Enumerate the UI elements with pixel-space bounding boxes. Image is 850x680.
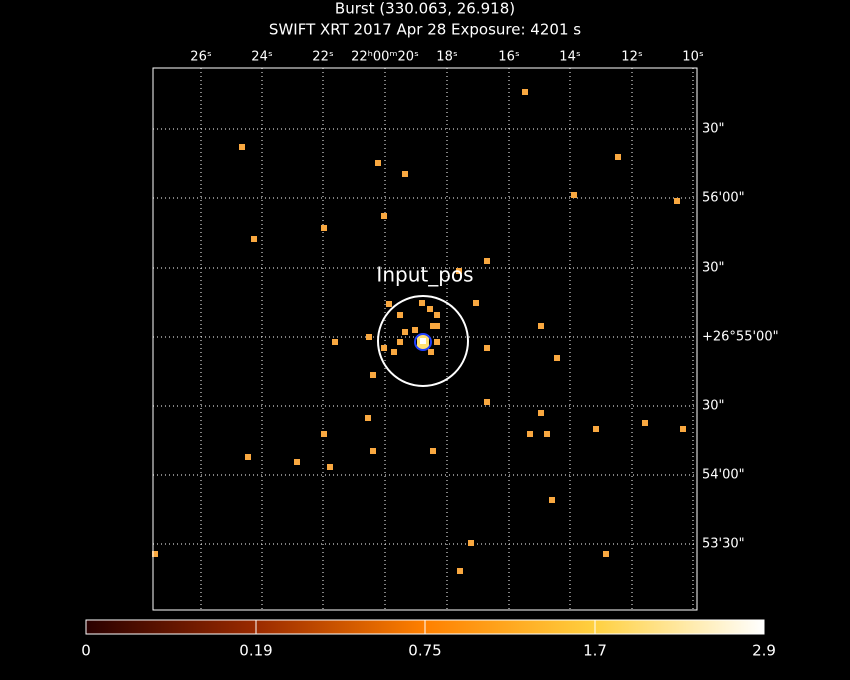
right-tick-label: +26°55'00" [702,330,779,345]
colorbar-label: 2.9 [752,642,776,660]
photon-pixel [419,300,425,306]
right-tick-label: 30" [702,399,725,414]
top-tick-label: 22ʰ00ᵐ20ˢ [351,50,419,65]
photon-pixel [571,192,577,198]
colorbar-label: 0 [81,642,91,660]
photon-pixel [366,334,372,340]
photon-pixel [674,198,680,204]
photon-pixel [456,268,462,274]
photon-pixel [593,426,599,432]
source-region [377,295,469,387]
photon-pixel [370,372,376,378]
right-tick-label: 30" [702,122,725,137]
top-tick-label: 22ˢ [312,50,334,65]
photon-pixel [484,258,490,264]
photon-pixel [152,551,158,557]
colorbar-label: 1.7 [583,642,607,660]
position-marker [414,333,432,351]
photon-pixel [386,301,392,307]
photon-pixel [391,349,397,355]
region-label: Input_pos [376,263,473,287]
photon-pixel [321,431,327,437]
photon-pixel [428,349,434,355]
right-tick-label: 56'00" [702,191,745,206]
photon-pixel [370,448,376,454]
photon-pixel [397,312,403,318]
photon-pixel [434,323,440,329]
photon-pixel [402,171,408,177]
photon-pixel [680,426,686,432]
photon-pixel [434,339,440,345]
photon-pixel [538,410,544,416]
photon-pixel [381,345,387,351]
photon-pixel [642,420,648,426]
photon-pixel [544,431,550,437]
photon-pixel [375,160,381,166]
right-tick-label: 53'30" [702,537,745,552]
subtitle: SWIFT XRT 2017 Apr 28 Exposure: 4201 s [269,21,581,39]
photon-pixel [434,312,440,318]
photon-pixel [332,339,338,345]
photon-pixel [522,89,528,95]
photon-pixel [245,454,251,460]
photon-pixel [427,306,433,312]
photon-pixel [549,497,555,503]
top-tick-label: 18ˢ [436,50,458,65]
photon-pixel [327,464,333,470]
photon-pixel [538,323,544,329]
top-tick-label: 10ˢ [682,50,704,65]
photon-pixel [430,323,436,329]
right-tick-label: 54'00" [702,468,745,483]
colorbar-ticks [85,620,765,634]
photon-pixel [473,300,479,306]
photon-pixel [412,327,418,333]
title: Burst (330.063, 26.918) [335,0,515,18]
photon-pixel [468,540,474,546]
photon-pixel [484,399,490,405]
image-frame [152,67,698,611]
photon-pixel [321,225,327,231]
photon-pixel [554,355,560,361]
top-tick-label: 12ˢ [621,50,643,65]
photon-pixel [381,213,387,219]
photon-pixel [527,431,533,437]
top-tick-label: 24ˢ [251,50,273,65]
photon-pixel [603,551,609,557]
top-tick-label: 26ˢ [190,50,212,65]
bright-pixel [420,338,426,344]
colorbar-label: 0.75 [408,642,441,660]
photon-pixel [484,345,490,351]
photon-pixel [239,144,245,150]
photon-pixel [294,459,300,465]
photon-pixel [251,236,257,242]
photon-pixel [430,448,436,454]
photon-pixel [397,339,403,345]
top-tick-label: 14ˢ [559,50,581,65]
right-tick-label: 30" [702,261,725,276]
top-tick-label: 16ˢ [498,50,520,65]
colorbar-label: 0.19 [239,642,272,660]
photon-pixel [402,329,408,335]
photon-pixel [457,568,463,574]
photon-pixel [365,415,371,421]
photon-pixel [615,154,621,160]
photon-pixels [152,89,686,574]
